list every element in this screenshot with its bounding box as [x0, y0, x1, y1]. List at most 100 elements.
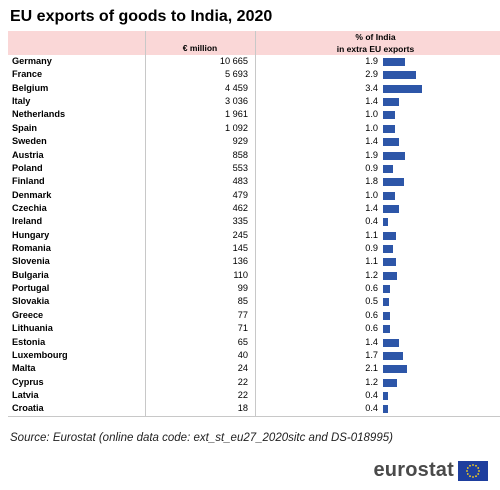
table-bottom-border: [8, 415, 500, 417]
flag-star: [466, 469, 468, 472]
table-row: Denmark 479 1.0: [8, 189, 500, 202]
value-cell: 1 092: [225, 122, 248, 133]
country-label: Netherlands: [12, 109, 66, 120]
pct-cell: 1.2: [365, 376, 378, 387]
value-cell: 22: [237, 389, 248, 400]
country-label: Finland: [12, 176, 45, 187]
value-cell: 553: [232, 162, 248, 173]
header-pct-column: % of India in extra EU exports: [255, 31, 496, 55]
table-row: Poland 553 0.9: [8, 162, 500, 175]
country-label: Romania: [12, 243, 51, 254]
pct-bar: [383, 391, 388, 400]
table-row: Malta 24 2.1: [8, 362, 500, 375]
value-cell: 335: [232, 216, 248, 227]
country-label: Denmark: [12, 189, 52, 200]
country-label: Sweden: [12, 136, 47, 147]
value-cell: 929: [232, 136, 248, 147]
table-row: Slovakia 85 0.5: [8, 295, 500, 308]
pct-cell: 0.9: [365, 162, 378, 173]
pct-bar: [383, 231, 396, 240]
country-label: Hungary: [12, 229, 50, 240]
pct-bar: [383, 365, 408, 374]
pct-cell: 1.9: [365, 56, 378, 66]
pct-bar: [383, 218, 388, 227]
country-label: Germany: [12, 56, 52, 66]
flag-star: [469, 474, 471, 477]
table-row: Hungary 245 1.1: [8, 229, 500, 242]
table-row: Luxembourg 40 1.7: [8, 349, 500, 362]
pct-cell: 0.9: [365, 243, 378, 254]
table-header: € million % of India in extra EU exports: [8, 31, 500, 55]
pct-cell: 1.9: [365, 149, 378, 160]
value-cell: 85: [237, 296, 248, 307]
country-label: Greece: [12, 309, 44, 320]
pct-bar: [383, 178, 404, 187]
pct-bar: [383, 138, 400, 147]
pct-bar: [383, 204, 400, 213]
value-cell: 5 693: [225, 69, 248, 80]
table-row: Italy 3 036 1.4: [8, 95, 500, 108]
country-label: Belgium: [12, 82, 49, 93]
value-cell: 18: [237, 403, 248, 414]
table-row: Finland 483 1.8: [8, 175, 500, 188]
pct-cell: 0.6: [365, 323, 378, 334]
pct-bar: [383, 151, 405, 160]
pct-bar: [383, 71, 417, 80]
pct-bar: [383, 311, 390, 320]
country-label: Portugal: [12, 283, 50, 294]
column-divider: [145, 31, 146, 416]
table-row: Spain 1 092 1.0: [8, 122, 500, 135]
pct-bar: [383, 298, 389, 307]
value-cell: 479: [232, 189, 248, 200]
pct-bar: [383, 338, 400, 347]
flag-star: [477, 472, 480, 475]
value-cell: 858: [232, 149, 248, 160]
pct-cell: 1.4: [365, 202, 378, 213]
pct-cell: 1.2: [365, 269, 378, 280]
value-cell: 71: [237, 323, 248, 334]
value-cell: 136: [232, 256, 248, 267]
pct-cell: 0.6: [365, 309, 378, 320]
value-cell: 1 961: [225, 109, 248, 120]
table-row: Bulgaria 110 1.2: [8, 269, 500, 282]
value-cell: 65: [237, 336, 248, 347]
value-cell: 483: [232, 176, 248, 187]
pct-cell: 3.4: [365, 82, 378, 93]
country-label: Luxembourg: [12, 349, 68, 360]
pct-bar: [383, 98, 400, 107]
flag-star: [475, 464, 477, 467]
flag-star: [469, 464, 471, 467]
eu-flag-icon: [458, 460, 488, 481]
pct-bar: [383, 124, 395, 133]
value-cell: 40: [237, 349, 248, 360]
table-row: Netherlands 1 961 1.0: [8, 108, 500, 121]
country-label: Austria: [12, 149, 44, 160]
table-row: Greece 77 0.6: [8, 309, 500, 322]
pct-bar: [383, 271, 397, 280]
table-row: Ireland 335 0.4: [8, 215, 500, 228]
country-label: Ireland: [12, 216, 43, 227]
table-row: Slovenia 136 1.1: [8, 255, 500, 268]
country-label: France: [12, 69, 43, 80]
pct-cell: 1.0: [365, 189, 378, 200]
table-row: Czechia 462 1.4: [8, 202, 500, 215]
table-row: Romania 145 0.9: [8, 242, 500, 255]
country-label: Czechia: [12, 202, 47, 213]
flag-star: [472, 475, 474, 478]
pct-cell: 1.1: [365, 256, 378, 267]
value-cell: 77: [237, 309, 248, 320]
country-label: Estonia: [12, 336, 46, 347]
flag-star: [478, 469, 480, 472]
pct-bar: [383, 378, 397, 387]
table-row: Germany 10 665 1.9: [8, 55, 500, 68]
pct-bar: [383, 325, 390, 334]
source-note: Source: Eurostat (online data code: ext_…: [10, 432, 393, 444]
header-value-column: € million: [182, 43, 218, 53]
country-label: Latvia: [12, 389, 39, 400]
country-label: Slovakia: [12, 296, 50, 307]
country-label: Spain: [12, 122, 38, 133]
pct-cell: 1.4: [365, 136, 378, 147]
table-row: Latvia 22 0.4: [8, 389, 500, 402]
pct-cell: 1.4: [365, 96, 378, 107]
data-table: € million % of India in extra EU exports…: [8, 31, 500, 417]
